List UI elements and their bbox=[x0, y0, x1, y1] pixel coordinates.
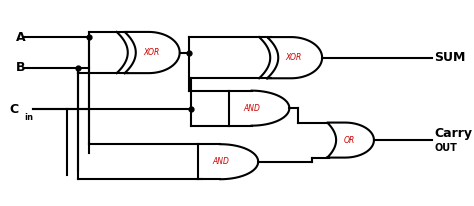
Text: in: in bbox=[25, 113, 34, 122]
Text: SUM: SUM bbox=[434, 51, 465, 64]
Text: Carry: Carry bbox=[434, 127, 472, 140]
Text: OUT: OUT bbox=[434, 143, 457, 153]
Text: XOR: XOR bbox=[286, 53, 302, 62]
Text: C: C bbox=[9, 103, 18, 116]
Text: B: B bbox=[16, 61, 25, 75]
Text: OR: OR bbox=[344, 136, 355, 145]
Text: XOR: XOR bbox=[143, 48, 159, 57]
Text: AND: AND bbox=[212, 157, 229, 166]
Text: A: A bbox=[16, 30, 25, 44]
Text: AND: AND bbox=[243, 104, 260, 113]
